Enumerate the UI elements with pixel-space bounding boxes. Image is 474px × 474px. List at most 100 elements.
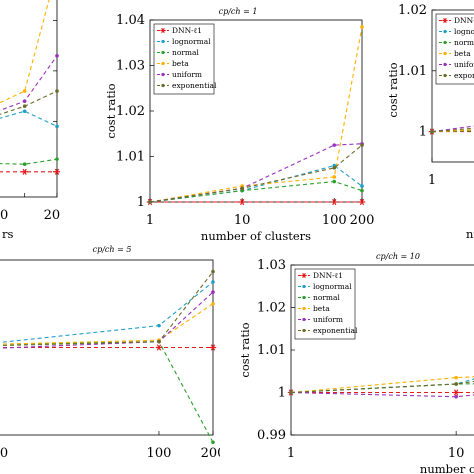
- data-point: [211, 301, 215, 306]
- data-point: [332, 143, 337, 147]
- data-point: [454, 375, 458, 380]
- legend-entry: uniform: [454, 60, 474, 69]
- data-point: [332, 179, 337, 184]
- legend-box: [153, 23, 215, 95]
- y-tick-label: 1.02: [116, 104, 145, 119]
- legend-marker: [302, 317, 306, 322]
- series-line: [0, 158, 58, 165]
- data-point: [22, 89, 27, 93]
- legend-entry: beta: [454, 49, 471, 58]
- legend-marker: [302, 328, 306, 333]
- series-line: [431, 127, 474, 133]
- y-tick-label: 1.01: [398, 64, 427, 79]
- legend-marker: [302, 284, 306, 289]
- legend-entry: exponential: [313, 326, 358, 335]
- y-tick-label: 1.02: [257, 301, 286, 316]
- data-point: [55, 124, 59, 129]
- data-point-star: [331, 198, 338, 206]
- data-point: [211, 290, 215, 294]
- data-point-star: [53, 168, 60, 175]
- y-tick-label: 1.01: [116, 150, 145, 165]
- y-axis-label: cost ratio: [238, 322, 252, 377]
- y-tick-label: 1.03: [116, 59, 145, 74]
- data-point: [360, 25, 364, 29]
- legend-entry: lognormal: [172, 37, 211, 46]
- y-tick-label: 1: [419, 125, 427, 140]
- legend-entry: normal: [313, 293, 341, 302]
- legend-marker: [161, 50, 165, 55]
- data-point: [22, 109, 27, 114]
- x-tick-label: 200: [44, 208, 69, 223]
- x-tick-label: 10: [448, 446, 465, 461]
- y-tick-label: 1.04: [116, 13, 145, 28]
- legend-marker: [443, 29, 447, 34]
- data-point-star: [155, 344, 163, 351]
- data-point: [454, 394, 458, 399]
- series-line: [431, 125, 474, 133]
- legend-box: [294, 268, 356, 340]
- y-tick-label: 1.03: [257, 258, 286, 273]
- x-axis-label: number of clusters: [420, 462, 474, 474]
- data-point: [22, 104, 27, 108]
- series-line: [149, 164, 363, 203]
- data-point-star: [160, 27, 166, 34]
- legend-entry: normal: [454, 38, 474, 47]
- data-point: [332, 166, 337, 170]
- legend-entry: lognormal: [313, 282, 352, 291]
- data-point-star: [209, 344, 217, 351]
- legend-marker: [302, 295, 306, 300]
- legend-marker: [443, 51, 447, 56]
- chart-panel-4: 010100200cp/ch = 5DNN-ℓ1lognormalnormalb…: [0, 245, 220, 461]
- data-point: [289, 390, 293, 395]
- x-tick-label: 00: [0, 208, 8, 223]
- data-point-star: [301, 272, 307, 279]
- x-axis-label: number of clusters: [201, 229, 311, 243]
- x-tick-label: 200: [350, 213, 375, 228]
- plot-area: [0, 0, 58, 198]
- y-tick-label: 1.01: [257, 343, 286, 358]
- data-point: [211, 280, 215, 284]
- data-point-star: [358, 198, 366, 206]
- legend-box: [435, 13, 474, 85]
- legend-entry: expone: [454, 71, 474, 80]
- data-point: [157, 323, 161, 328]
- data-point: [360, 184, 364, 188]
- series-line: [0, 0, 50, 104]
- chart-title: cp/ch = 10: [376, 252, 420, 261]
- legend-entry: uniform: [313, 315, 343, 324]
- chart-panel-3: 1 1 1.01 1.02 nu cost ratio DNN-ℓ lognor normal b…: [386, 3, 474, 241]
- chart-panel-1: 00 200 rs: [0, 0, 69, 240]
- data-point: [360, 188, 364, 193]
- legend: DNN-ℓ1 lognormal normal beta uniform exponent…: [153, 23, 217, 95]
- series-line: [0, 55, 58, 112]
- series-line: [149, 26, 363, 203]
- data-point: [55, 53, 59, 58]
- data-point: [454, 382, 458, 386]
- y-tick-label: 1: [278, 386, 286, 401]
- x-axis-label-fragment: nu: [466, 227, 474, 241]
- data-point: [22, 162, 27, 167]
- series-line: [431, 129, 474, 133]
- x-tick-label: 0: [0, 446, 8, 461]
- legend-marker: [161, 83, 165, 88]
- data-point: [332, 175, 337, 179]
- data-point: [55, 157, 59, 161]
- x-tick-label: 100: [147, 446, 172, 461]
- legend-entry: exponential: [172, 81, 217, 90]
- legend: DNN-ℓ lognor normal beta uniform expone: [435, 13, 474, 85]
- legend-entry: uniform: [172, 70, 202, 79]
- series-line: [0, 341, 214, 443]
- chart-title: cp/ch = 1: [219, 7, 258, 16]
- plot-area: [431, 9, 474, 163]
- y-axis-label: cost ratio: [104, 83, 118, 138]
- x-tick-label: 1: [146, 213, 154, 228]
- legend: DNN-ℓ1 lognormal normal beta uniform exponent…: [294, 268, 358, 340]
- data-point: [22, 99, 27, 103]
- x-tick-label: 100: [322, 213, 347, 228]
- legend-marker: [443, 62, 447, 67]
- series-line: [149, 143, 363, 203]
- legend-entry: DNN-ℓ1: [172, 26, 202, 35]
- x-tick-label: 1: [287, 446, 295, 461]
- legend-marker: [302, 306, 306, 311]
